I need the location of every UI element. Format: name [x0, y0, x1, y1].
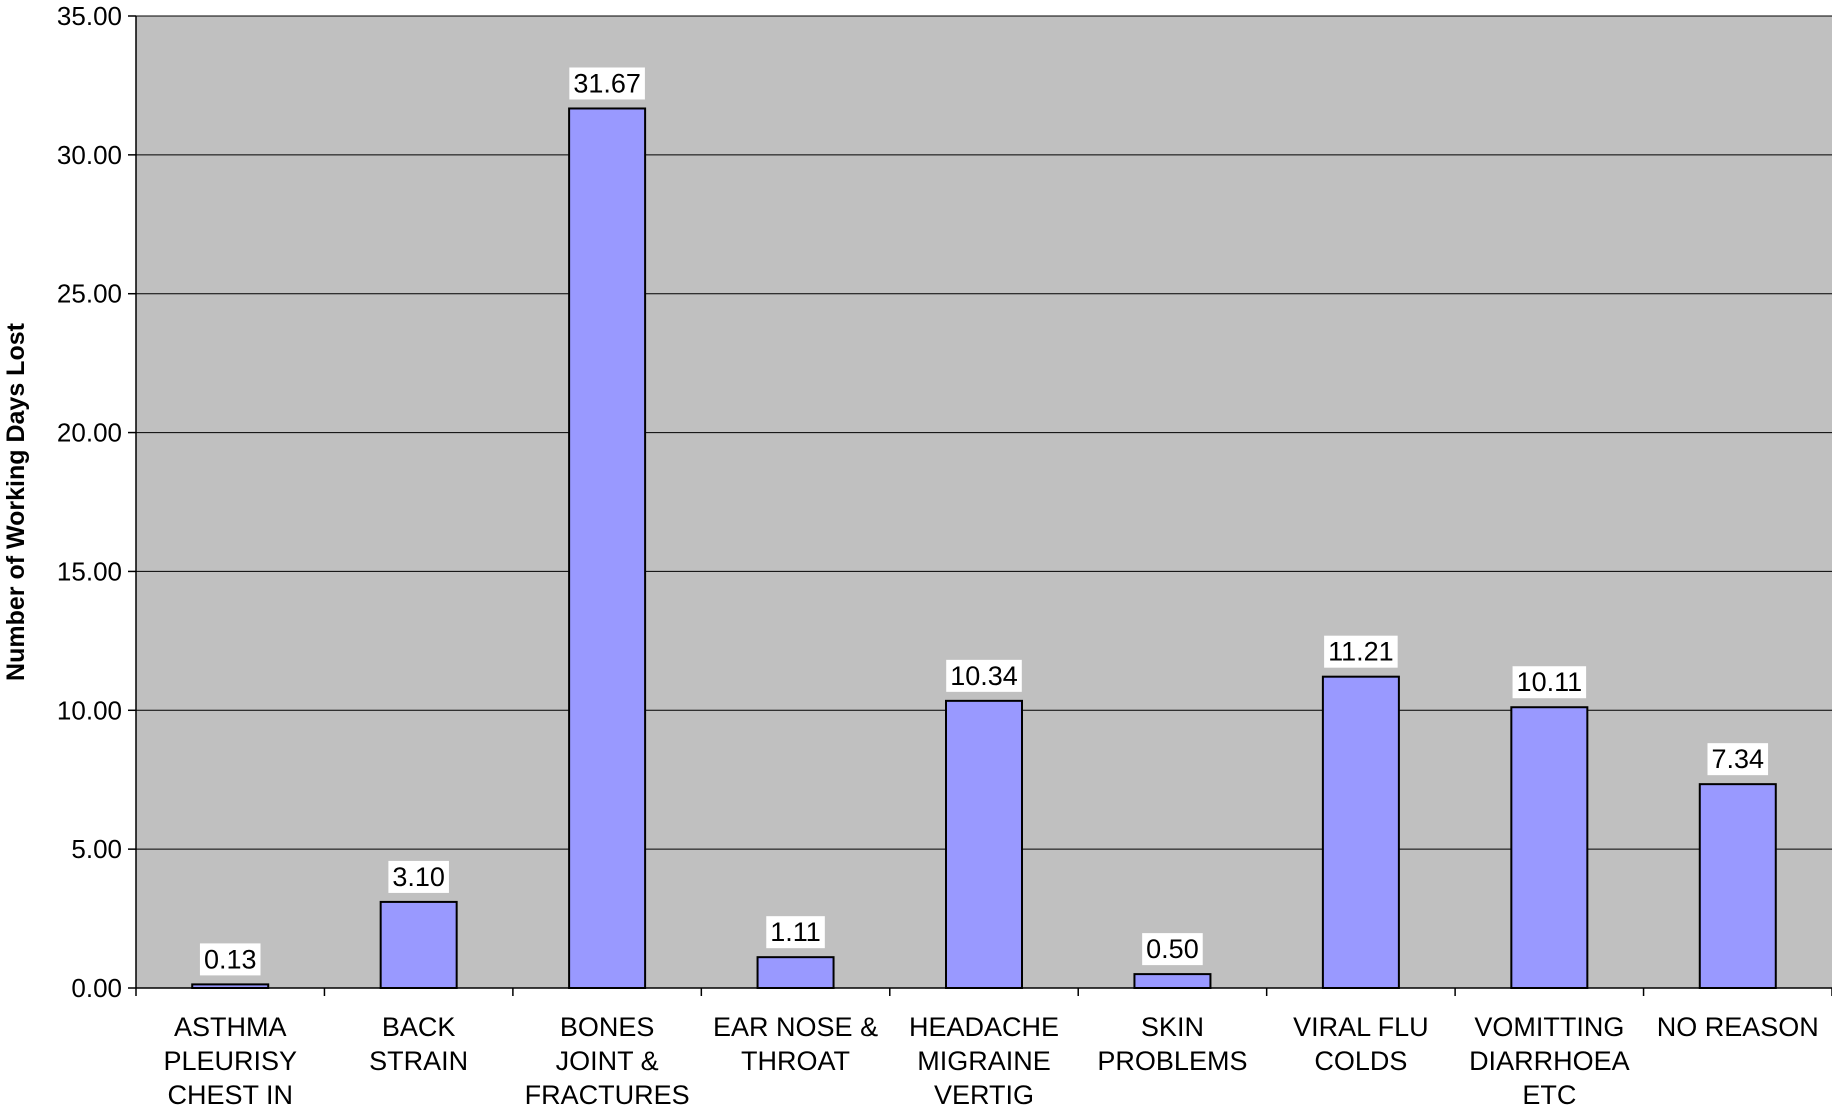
x-category-line: DIARRHOEA	[1469, 1046, 1630, 1076]
x-category-line: PLEURISY	[163, 1046, 297, 1076]
data-label-text: 3.10	[392, 862, 445, 892]
bar	[191, 983, 270, 989]
data-label: 0.13	[199, 943, 261, 976]
y-tick-label: 10.00	[57, 695, 122, 725]
bar	[1510, 706, 1589, 989]
data-label-background	[1707, 743, 1769, 776]
x-category-line: BONES	[560, 1012, 655, 1042]
x-category-line: EAR NOSE &	[713, 1012, 878, 1042]
y-tick-label: 15.00	[57, 556, 122, 586]
data-label: 31.67	[569, 67, 645, 100]
x-category-line: ETC	[1522, 1080, 1576, 1110]
data-label: 10.11	[1512, 666, 1587, 699]
data-label-background	[199, 943, 261, 976]
x-category-label: NO REASON	[1657, 1012, 1819, 1042]
data-labels: 0.13 3.10 31.67 1.11 10.34 0.50 11.21 10.11 7.34	[199, 67, 1769, 976]
x-category-label: VOMITTING DIARRHOEA ETC	[1469, 1012, 1630, 1110]
x-category-line: VERTIG	[934, 1080, 1034, 1110]
x-category-line: COLDS	[1314, 1046, 1407, 1076]
data-label-text: 10.11	[1517, 667, 1583, 697]
x-category-line: SKIN	[1141, 1012, 1204, 1042]
x-category-label: EAR NOSE & THROAT	[713, 1012, 878, 1076]
y-tick-label: 20.00	[57, 418, 122, 448]
x-category-line: STRAIN	[369, 1046, 468, 1076]
x-category-label: SKIN PROBLEMS	[1097, 1012, 1247, 1076]
x-category-line: CHEST IN	[167, 1080, 293, 1110]
x-category-label: BONES JOINT & FRACTURES	[525, 1012, 690, 1110]
x-axis: ASTHMA PLEURISY CHEST IN BACK STRAIN BONES JOI…	[135, 987, 1832, 1110]
bar	[756, 956, 835, 989]
x-category-line: FRACTURES	[525, 1080, 690, 1110]
x-category-label: BACK STRAIN	[369, 1012, 468, 1076]
bars	[191, 107, 1777, 990]
data-label: 11.21	[1324, 635, 1398, 668]
data-label-text: 1.11	[770, 917, 821, 947]
data-label: 1.11	[766, 916, 825, 949]
x-category-line: NO REASON	[1657, 1012, 1819, 1042]
data-label-background	[388, 860, 449, 893]
bar	[568, 107, 647, 989]
x-category-line: THROAT	[741, 1046, 850, 1076]
data-label: 0.50	[1142, 933, 1203, 966]
y-axis-title: Number of Working Days Lost	[2, 322, 30, 681]
x-category-label: HEADACHE MIGRAINE VERTIG	[909, 1012, 1059, 1110]
x-category-line: MIGRAINE	[917, 1046, 1051, 1076]
data-label-text: 11.21	[1328, 637, 1394, 667]
data-label-text: 10.34	[950, 661, 1018, 691]
bar	[1133, 973, 1212, 989]
x-category-line: ASTHMA	[174, 1012, 287, 1042]
data-label-background	[766, 916, 825, 949]
y-tick-label: 30.00	[57, 140, 122, 170]
x-category-line: HEADACHE	[909, 1012, 1059, 1042]
y-axis: 0.00 5.00 10.00 15.00 20.00 25.00 30.00 35.00	[57, 1, 137, 1003]
data-label: 10.34	[946, 659, 1022, 692]
data-label-background	[1142, 933, 1203, 966]
data-label-background	[569, 67, 645, 100]
y-tick-label: 5.00	[71, 834, 122, 864]
x-category-line: VIRAL FLU	[1293, 1012, 1429, 1042]
data-label-background	[946, 659, 1022, 692]
bar	[1698, 783, 1777, 989]
data-label-background	[1512, 666, 1587, 699]
y-tick-label: 35.00	[57, 1, 122, 31]
data-label: 7.34	[1707, 743, 1769, 776]
bar	[945, 699, 1023, 990]
data-label-text: 7.34	[1711, 744, 1764, 774]
x-category-line: PROBLEMS	[1097, 1046, 1247, 1076]
data-label-background	[1324, 635, 1398, 668]
data-label: 3.10	[388, 860, 449, 893]
data-label-text: 0.13	[204, 944, 257, 974]
bar	[1321, 675, 1400, 990]
x-category-label: ASTHMA PLEURISY CHEST IN	[163, 1012, 297, 1110]
data-label-text: 0.50	[1146, 934, 1199, 964]
bar	[379, 900, 458, 989]
y-tick-label: 0.00	[71, 973, 122, 1003]
x-category-label: VIRAL FLU COLDS	[1293, 1012, 1429, 1076]
x-category-line: JOINT &	[556, 1046, 659, 1076]
x-category-line: BACK	[382, 1012, 456, 1042]
y-tick-label: 25.00	[57, 279, 122, 309]
x-category-line: VOMITTING	[1474, 1012, 1624, 1042]
data-label-text: 31.67	[573, 68, 641, 98]
